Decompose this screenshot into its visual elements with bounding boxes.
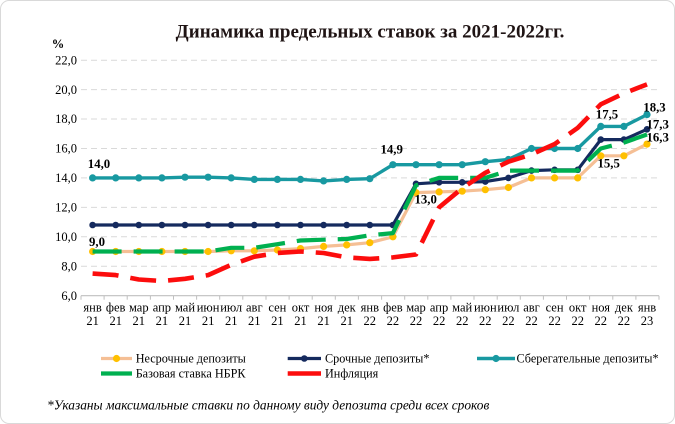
svg-text:21: 21 xyxy=(271,314,284,328)
svg-text:23: 23 xyxy=(641,314,654,328)
svg-text:14,0: 14,0 xyxy=(88,157,110,171)
svg-text:%: % xyxy=(52,37,65,51)
svg-text:18,3: 18,3 xyxy=(643,101,665,115)
svg-text:*Указаны максимальные ставки п: *Указаны максимальные ставки по данному … xyxy=(47,398,489,413)
svg-text:янв: янв xyxy=(83,301,101,315)
svg-text:ноя: ноя xyxy=(592,301,611,315)
svg-text:21: 21 xyxy=(179,314,192,328)
svg-text:Срочные депозиты*: Срочные депозиты* xyxy=(325,352,429,366)
svg-text:16,0: 16,0 xyxy=(55,142,77,156)
svg-text:фев: фев xyxy=(106,301,126,315)
svg-text:9,0: 9,0 xyxy=(89,235,105,249)
svg-text:21: 21 xyxy=(248,314,261,328)
svg-text:21: 21 xyxy=(294,314,307,328)
svg-text:фев: фев xyxy=(383,301,403,315)
svg-text:21: 21 xyxy=(225,314,238,328)
svg-text:22: 22 xyxy=(548,314,561,328)
svg-text:май: май xyxy=(452,301,472,315)
svg-text:15,5: 15,5 xyxy=(597,157,619,171)
svg-text:янв: янв xyxy=(361,301,379,315)
svg-text:сен: сен xyxy=(546,301,564,315)
svg-text:13,0: 13,0 xyxy=(414,193,436,207)
svg-text:22: 22 xyxy=(571,314,584,328)
svg-text:14,9: 14,9 xyxy=(380,143,402,157)
svg-text:21: 21 xyxy=(109,314,122,328)
svg-text:21: 21 xyxy=(86,314,99,328)
svg-text:апр: апр xyxy=(430,301,448,315)
svg-text:22: 22 xyxy=(595,314,608,328)
svg-text:авг: авг xyxy=(246,301,263,315)
svg-text:Инфляция: Инфляция xyxy=(325,367,379,381)
svg-text:дек: дек xyxy=(615,301,634,315)
svg-text:17,5: 17,5 xyxy=(596,108,618,122)
svg-text:21: 21 xyxy=(156,314,169,328)
svg-text:окт: окт xyxy=(292,301,310,315)
svg-text:12,0: 12,0 xyxy=(55,201,77,215)
svg-text:Динамика предельных ставок за: Динамика предельных ставок за 2021-2022г… xyxy=(176,22,565,43)
svg-text:22: 22 xyxy=(456,314,469,328)
svg-text:21: 21 xyxy=(133,314,146,328)
svg-text:июл: июл xyxy=(497,301,519,315)
svg-text:мар: мар xyxy=(406,301,426,315)
svg-text:янв: янв xyxy=(638,301,656,315)
svg-text:22: 22 xyxy=(387,314,400,328)
svg-text:авг: авг xyxy=(523,301,540,315)
svg-text:22,0: 22,0 xyxy=(55,53,77,67)
svg-text:июн: июн xyxy=(474,301,497,315)
svg-text:окт: окт xyxy=(569,301,587,315)
svg-text:сен: сен xyxy=(268,301,286,315)
svg-text:июн: июн xyxy=(197,301,220,315)
svg-text:22: 22 xyxy=(364,314,377,328)
svg-text:21: 21 xyxy=(202,314,215,328)
svg-text:Базовая ставка НБРК: Базовая ставка НБРК xyxy=(136,367,247,381)
svg-text:22: 22 xyxy=(433,314,446,328)
svg-text:июл: июл xyxy=(220,301,242,315)
svg-text:май: май xyxy=(175,301,195,315)
svg-text:6,0: 6,0 xyxy=(61,289,77,303)
svg-text:17,3: 17,3 xyxy=(646,118,668,132)
svg-text:22: 22 xyxy=(479,314,492,328)
svg-text:апр: апр xyxy=(153,301,171,315)
svg-text:мар: мар xyxy=(129,301,149,315)
svg-text:14,0: 14,0 xyxy=(55,171,77,185)
svg-text:21: 21 xyxy=(317,314,330,328)
svg-text:22: 22 xyxy=(410,314,423,328)
svg-text:20,0: 20,0 xyxy=(55,83,77,97)
svg-text:22: 22 xyxy=(618,314,631,328)
svg-text:10,0: 10,0 xyxy=(55,230,77,244)
svg-text:21: 21 xyxy=(340,314,353,328)
svg-text:22: 22 xyxy=(502,314,515,328)
svg-text:8,0: 8,0 xyxy=(61,259,77,273)
svg-text:18,0: 18,0 xyxy=(55,112,77,126)
svg-text:22: 22 xyxy=(525,314,538,328)
svg-text:ноя: ноя xyxy=(314,301,333,315)
svg-text:дек: дек xyxy=(338,301,357,315)
svg-text:Сберегательные депозиты*: Сберегательные депозиты* xyxy=(517,352,659,366)
svg-text:Несрочные депозиты: Несрочные депозиты xyxy=(136,352,246,366)
svg-text:16,3: 16,3 xyxy=(646,131,668,145)
